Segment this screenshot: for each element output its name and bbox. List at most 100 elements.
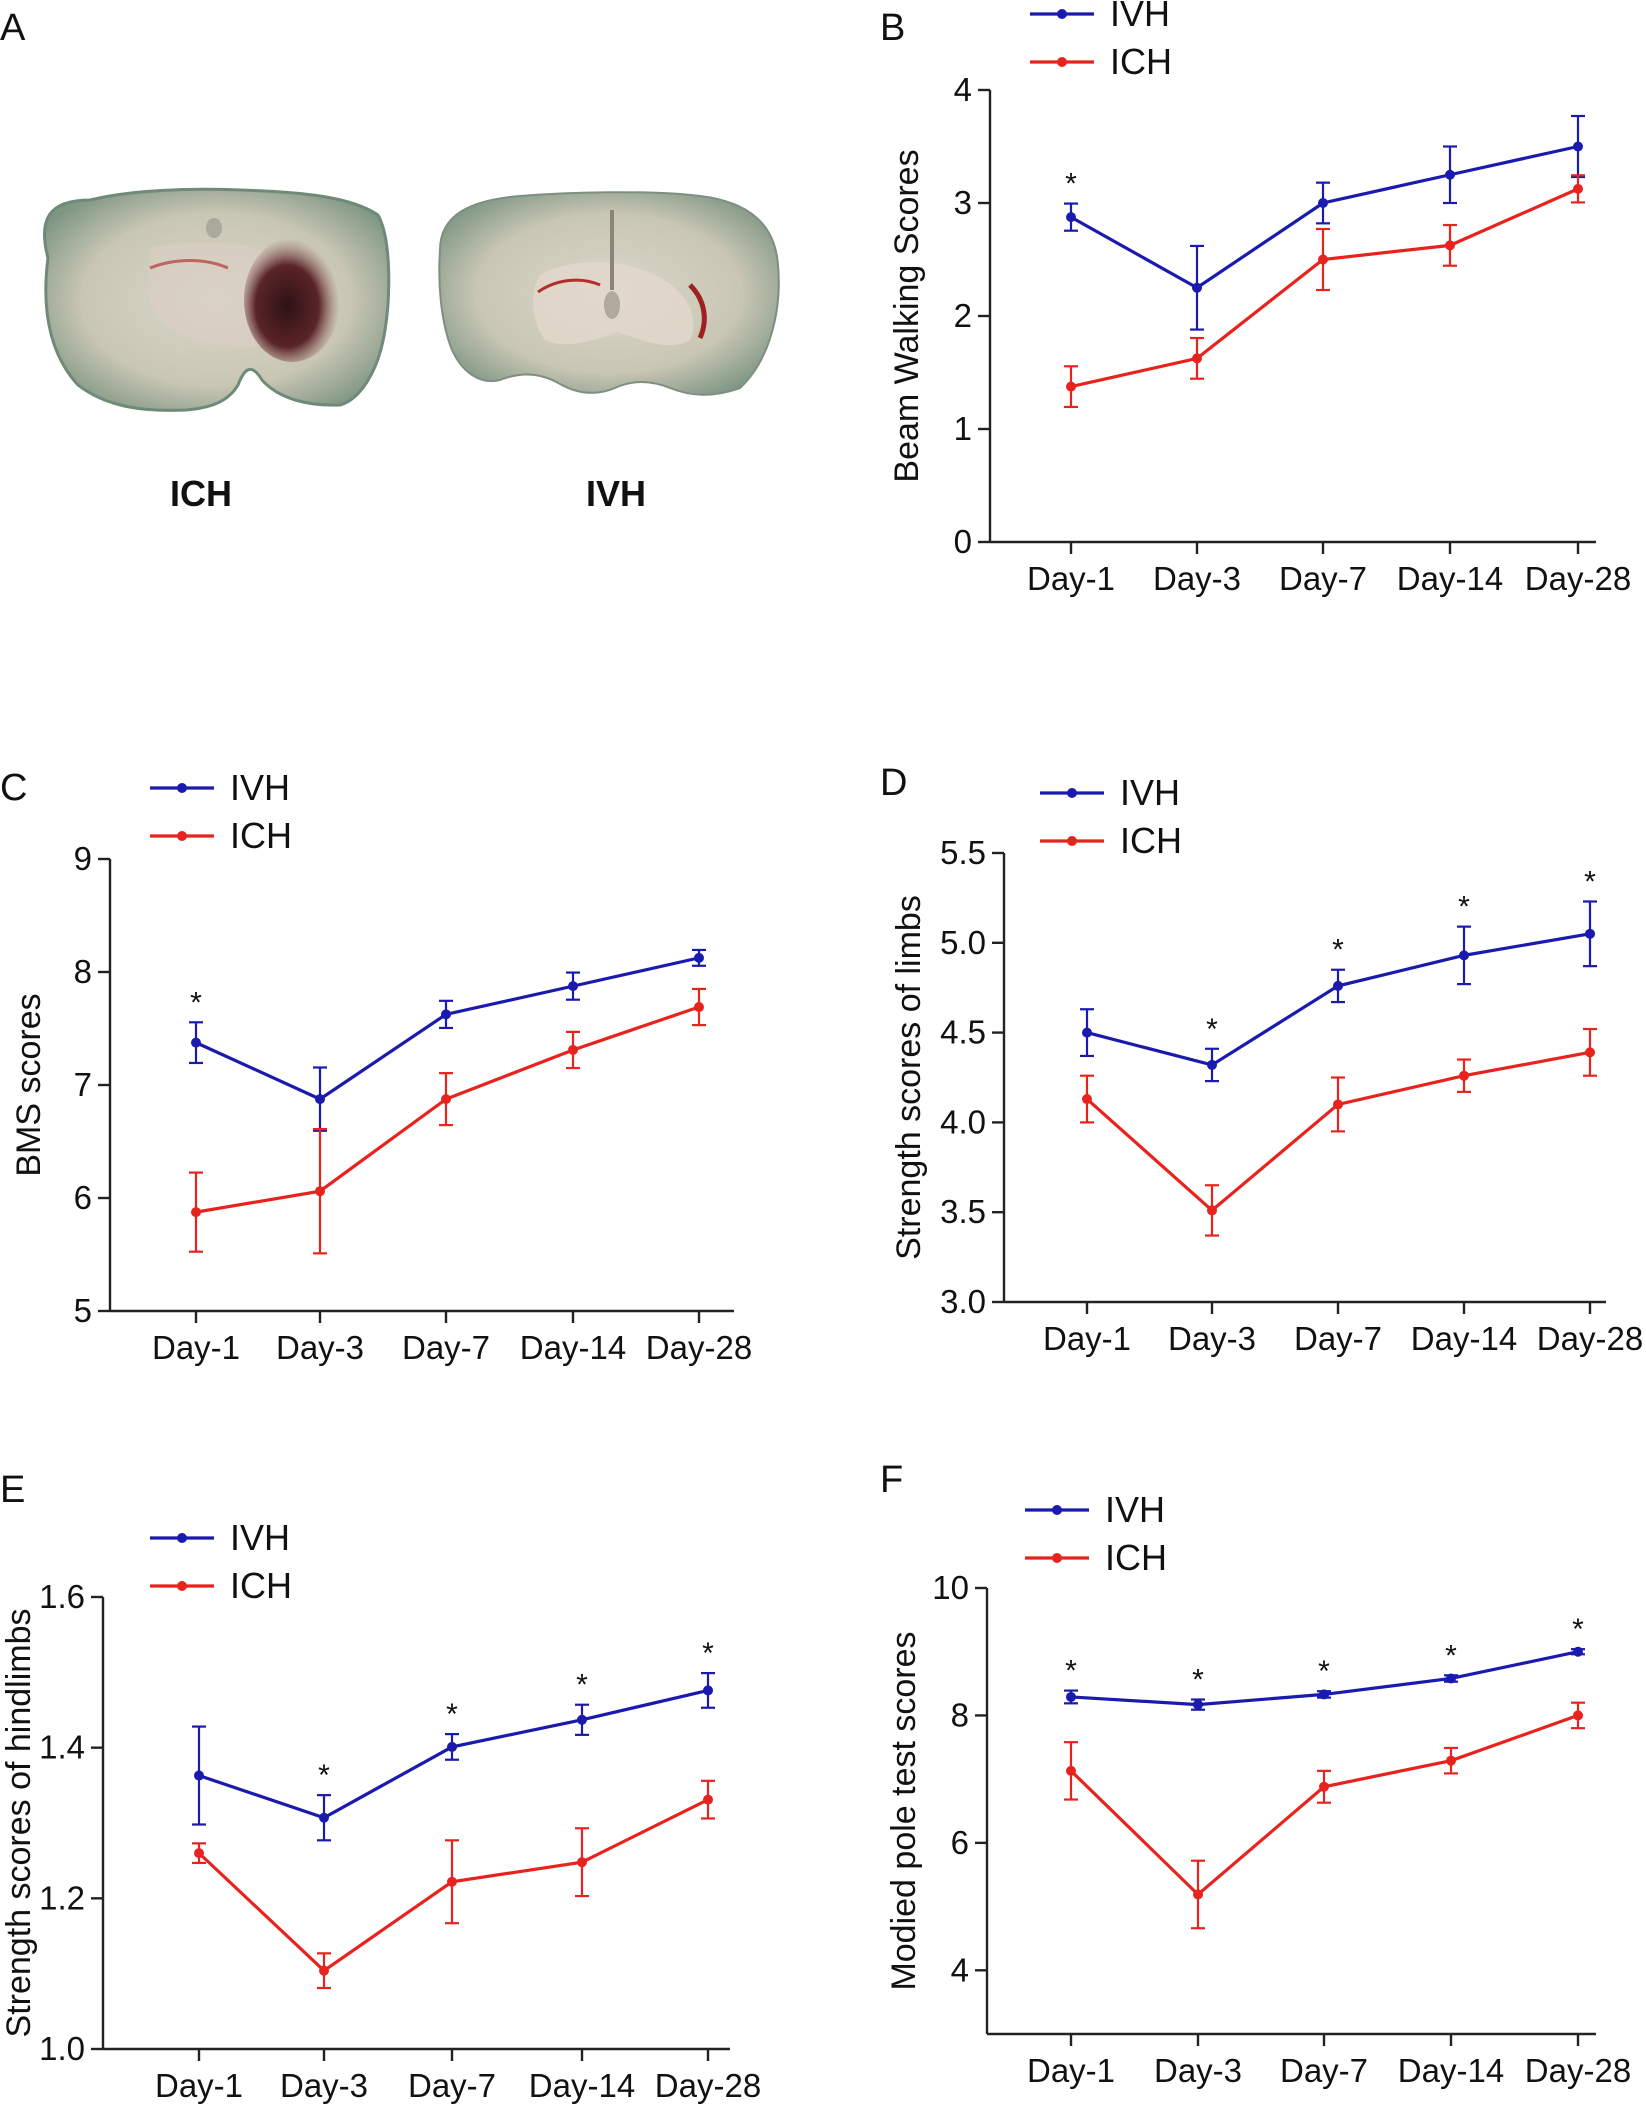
- data-point-ivh-c: [694, 952, 704, 963]
- data-point-ich-c: [315, 1186, 325, 1197]
- y-axis-title-e: Strength scores of hindlimbs: [0, 1609, 38, 2038]
- data-point-ivh-c: [191, 1037, 201, 1048]
- panel-label-c: C: [0, 767, 27, 809]
- data-point-ich-b: [1318, 254, 1328, 265]
- data-point-ivh-c: [441, 1009, 451, 1020]
- x-tick-label-f: Day-3: [1154, 2052, 1242, 2089]
- significance-marker-e: *: [446, 1698, 458, 1731]
- significance-marker-d: *: [1584, 865, 1596, 898]
- data-point-ivh-d: [1207, 1059, 1217, 1070]
- data-point-ich-d: [1207, 1205, 1217, 1216]
- x-tick-label-e: Day-14: [529, 2067, 635, 2104]
- significance-marker-d: *: [1332, 934, 1344, 967]
- x-tick-label-b: Day-14: [1397, 560, 1503, 597]
- significance-marker-e: *: [576, 1669, 588, 1702]
- legend-marker-ivh-c: [177, 783, 187, 793]
- significance-marker-b: *: [1065, 168, 1077, 201]
- panel-label-a: A: [0, 7, 26, 49]
- legend-label-ich-d: ICH: [1120, 820, 1182, 861]
- data-point-ich-b: [1445, 240, 1455, 251]
- data-point-ich-c: [568, 1044, 578, 1055]
- data-point-ivh-b: [1192, 282, 1202, 293]
- data-point-ivh-c: [568, 981, 578, 992]
- y-tick-label-c: 6: [74, 1179, 92, 1216]
- y-tick-label-c: 5: [74, 1292, 92, 1329]
- significance-marker-d: *: [1206, 1013, 1218, 1046]
- series-line-ich-f: [1069, 1713, 1579, 1897]
- chart-panel-d: D 3.0 3.5 4.0 4.5 5.0 5.5 Day-1 Day-3 Day-7 Day-14…: [880, 762, 1643, 1357]
- panel-label-f: F: [880, 1459, 903, 1501]
- significance-marker-e: *: [702, 1637, 714, 1670]
- legend-marker-ivh-e: [177, 1533, 187, 1543]
- x-tick-label-d: Day-7: [1294, 1320, 1382, 1357]
- y-axis-title-c: BMS scores: [10, 993, 48, 1176]
- legend-label-ich-e: ICH: [230, 1565, 292, 1606]
- x-tick-label-e: Day-7: [408, 2067, 496, 2104]
- y-tick-label-e: 1.0: [39, 2030, 85, 2067]
- y-tick-label-d: 4.5: [940, 1014, 986, 1051]
- series-line-ich-b: [1070, 187, 1579, 389]
- x-tick-label-b: Day-7: [1279, 560, 1367, 597]
- ich-brain-slice-image: [43, 187, 391, 412]
- data-point-ivh-b: [1445, 169, 1455, 180]
- legend-label-ich-b: ICH: [1110, 41, 1172, 82]
- legend-marker-ivh-d: [1067, 788, 1077, 798]
- x-tick-label-b: Day-28: [1525, 560, 1631, 597]
- series-line-ivh-b: [1070, 144, 1579, 290]
- data-point-ivh-b: [1573, 141, 1583, 152]
- x-tick-label-e: Day-3: [280, 2067, 368, 2104]
- data-point-ivh-b: [1066, 212, 1076, 223]
- significance-marker-c: *: [190, 986, 202, 1019]
- x-tick-label-f: Day-14: [1398, 2052, 1504, 2089]
- legend-label-ivh-f: IVH: [1105, 1489, 1165, 1530]
- ivh-photo-label: IVH: [586, 473, 646, 514]
- data-point-ich-e: [703, 1794, 713, 1805]
- y-tick-label-c: 8: [74, 953, 92, 990]
- x-tick-label-d: Day-28: [1537, 1320, 1643, 1357]
- data-point-ivh-f: [1573, 1646, 1583, 1657]
- data-point-ich-c: [441, 1094, 451, 1105]
- x-tick-label-c: Day-1: [152, 1329, 240, 1366]
- y-tick-label-f: 6: [951, 1824, 969, 1861]
- panel-label-e: E: [0, 1469, 25, 1511]
- x-tick-label-c: Day-7: [402, 1329, 490, 1366]
- significance-marker-f: *: [1192, 1664, 1204, 1697]
- data-point-ich-f: [1573, 1710, 1583, 1721]
- x-tick-label-f: Day-7: [1280, 2052, 1368, 2089]
- data-point-ich-e: [194, 1848, 204, 1859]
- ich-photo-label: ICH: [170, 473, 232, 514]
- data-point-ich-d: [1585, 1047, 1595, 1058]
- significance-marker-f: *: [1065, 1655, 1077, 1688]
- legend-marker-ich-e: [177, 1581, 187, 1591]
- x-tick-label-d: Day-14: [1411, 1320, 1517, 1357]
- data-point-ivh-e: [577, 1714, 587, 1725]
- data-point-ivh-d: [1082, 1027, 1092, 1038]
- legend-marker-ich-f: [1052, 1553, 1062, 1563]
- data-point-ivh-d: [1333, 980, 1343, 991]
- data-point-ich-c: [191, 1207, 201, 1218]
- x-tick-label-c: Day-14: [520, 1329, 626, 1366]
- y-tick-label-d: 5.0: [940, 924, 986, 961]
- legend-label-ich-f: ICH: [1105, 1537, 1167, 1578]
- data-point-ich-f: [1193, 1889, 1203, 1900]
- x-tick-label-f: Day-28: [1525, 2052, 1631, 2089]
- legend-label-ivh-e: IVH: [230, 1517, 290, 1558]
- y-axis-title-f: Modied pole test scores: [885, 1631, 923, 1990]
- data-point-ivh-e: [194, 1770, 204, 1781]
- significance-marker-d: *: [1458, 891, 1470, 924]
- y-tick-label-f: 8: [951, 1696, 969, 1733]
- x-tick-label-c: Day-28: [646, 1329, 752, 1366]
- data-point-ich-d: [1333, 1099, 1343, 1110]
- y-tick-label-f: 4: [951, 1951, 969, 1988]
- legend-label-ivh-c: IVH: [230, 767, 290, 808]
- x-tick-label-e: Day-1: [155, 2067, 243, 2104]
- x-tick-label-d: Day-1: [1043, 1320, 1131, 1357]
- x-tick-label-d: Day-3: [1168, 1320, 1256, 1357]
- data-point-ich-e: [447, 1876, 457, 1887]
- legend-marker-ivh-f: [1052, 1505, 1062, 1515]
- y-tick-label-e: 1.4: [39, 1729, 85, 1766]
- data-point-ivh-e: [703, 1685, 713, 1696]
- data-point-ivh-f: [1446, 1673, 1456, 1684]
- x-tick-label-f: Day-1: [1027, 2052, 1115, 2089]
- ivh-brain-slice-image: [438, 191, 780, 396]
